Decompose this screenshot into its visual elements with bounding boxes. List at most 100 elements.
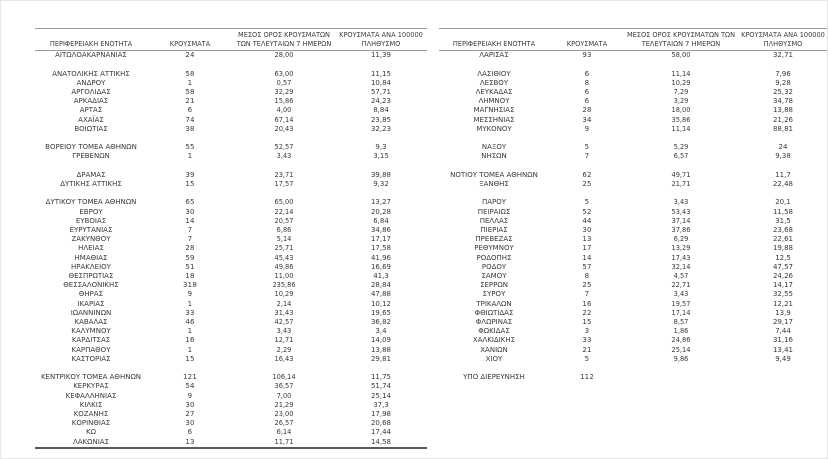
- region-name: ΑΡΓΟΛΙΔΑΣ: [71, 87, 111, 96]
- per-100k-value: 16,69: [370, 262, 392, 271]
- spacer-row: [35, 189, 427, 198]
- table-row: ΚΙΛΚΙΣ 30 21,29 37,3: [35, 401, 427, 410]
- cases-value: 58: [185, 87, 195, 96]
- cases-value: 18: [185, 271, 195, 280]
- avg-7day-value: [233, 134, 335, 143]
- cases-value: 7: [584, 290, 590, 299]
- table-row: ΗΡΑΚΛΕΙΟΥ 51 49,86 16,69: [35, 263, 427, 272]
- region-name: ΕΒΡΟΥ: [79, 207, 103, 216]
- avg-7day-value: 10,29: [274, 290, 294, 299]
- avg-7day-value: 22,71: [671, 281, 691, 290]
- avg-7day-value: 7,29: [673, 87, 689, 96]
- region-name: [439, 162, 549, 171]
- table-row: ΙΚΑΡΙΑΣ 1 2,14 10,12: [35, 300, 427, 309]
- region-name: ΛΑΡΙΣΑΣ: [479, 51, 509, 60]
- per-100k-value: [737, 364, 827, 373]
- avg-7day-value: 0,57: [276, 78, 292, 87]
- per-100k-value: [737, 373, 827, 382]
- table-row: ΚΕΡΚΥΡΑΣ 54 36,57 51,74: [35, 382, 427, 391]
- table-row: ΛΗΜΝΟΥ 6 3,29 34,78: [439, 97, 827, 106]
- per-100k-value: 12,21: [772, 299, 794, 308]
- cases-value: [549, 364, 625, 373]
- region-name: ΚΕΝΤΡΙΚΟΥ ΤΟΜΕΑ ΑΘΗΝΩΝ: [40, 373, 142, 382]
- region-name: ΧΑΛΚΙΔΙΚΗΣ: [472, 336, 516, 345]
- table-row: ΡΟΔΟΠΗΣ 14 17,43 12,5: [439, 253, 827, 263]
- cases-value: 7: [187, 225, 193, 234]
- cases-value: 1: [187, 299, 193, 308]
- region-name: ΚΟΖΑΝΗΣ: [73, 409, 109, 418]
- table-row: ΚΕΦΑΛΛΗΝΙΑΣ 9 7,00 25,14: [35, 392, 427, 401]
- per-100k-value: 24: [778, 143, 788, 152]
- region-name: ΛΑΣΙΘΙΟΥ: [477, 69, 511, 78]
- table-row: ΘΗΡΑΣ 9 10,29 47,88: [35, 290, 427, 299]
- per-100k-value: 3,4: [375, 327, 387, 336]
- region-name: [439, 134, 549, 143]
- table-row: ΚΑΡΔΙΤΣΑΣ 16 12,71 14,09: [35, 336, 427, 345]
- table-row: ΕΥΡΥΤΑΝΙΑΣ 7 6,86 34,86: [35, 226, 427, 235]
- table-row: ΠΙΕΡΙΑΣ 30 37,86 23,68: [439, 226, 827, 235]
- table-row: ΝΗΣΩΝ 7 6,57 9,38: [439, 152, 827, 161]
- avg-7day-value: 6,57: [673, 152, 689, 161]
- cases-value: 39: [185, 170, 195, 179]
- cases-value: 1: [187, 152, 193, 161]
- table-row: ΣΑΜΟΥ 8 4,57 24,26: [439, 271, 827, 281]
- cases-value: 5: [584, 198, 590, 207]
- table-row: ΚΑΣΤΟΡΙΑΣ 15 16,43 29,81: [35, 355, 427, 364]
- per-100k-value: 13,88: [772, 106, 794, 115]
- cases-value: 15: [582, 317, 592, 326]
- avg-7day-value: 4,57: [673, 271, 689, 280]
- per-100k-value: 25,14: [370, 391, 392, 400]
- table-row: ΚΟΡΙΝΘΙΑΣ 30 26,57 20,68: [35, 419, 427, 428]
- avg-7day-value: 16,43: [274, 354, 294, 363]
- cases-value: 22: [582, 308, 592, 317]
- avg-7day-value: 58,00: [671, 51, 691, 60]
- cases-value: [549, 134, 625, 143]
- avg-7day-value: 3,43: [673, 290, 689, 299]
- per-100k-value: 13,9: [775, 308, 791, 317]
- region-name: ΚΑΡΔΙΤΣΑΣ: [71, 336, 111, 345]
- avg-7day-value: 17,57: [274, 179, 294, 188]
- region-name: ΗΛΕΙΑΣ: [78, 244, 104, 253]
- per-100k-value: 32,23: [370, 124, 392, 133]
- regional-table-left: ΠΕΡΙΦΕΡΕΙΑΚΗ ΕΝΟΤΗΤΑ ΚΡΟΥΣΜΑΤΑ ΜΕΣΟΣ ΟΡΟ…: [35, 27, 427, 449]
- per-100k-value: 57,71: [370, 87, 392, 96]
- per-100k-value: 17,17: [370, 235, 392, 244]
- avg-7day-value: 11,14: [671, 69, 691, 78]
- region-name: ΒΟΙΩΤΙΑΣ: [74, 124, 108, 133]
- per-100k-value: 32,71: [772, 51, 794, 60]
- cases-value: 51: [185, 262, 195, 271]
- spacer-row: [35, 162, 427, 171]
- table-row: ΒΟΡΕΙΟΥ ΤΟΜΕΑ ΑΘΗΝΩΝ 55 52,57 9,3: [35, 143, 427, 152]
- avg-7day-value: 26,57: [274, 419, 294, 428]
- table-row: ΠΡΕΒΕΖΑΣ 13 6,29 22,61: [439, 235, 827, 244]
- region-name: ΣΑΜΟΥ: [481, 271, 507, 280]
- avg-7day-value: 32,14: [671, 262, 691, 271]
- per-100k-value: 11,15: [370, 69, 392, 78]
- region-name: ΗΜΑΘΙΑΣ: [74, 253, 108, 262]
- avg-7day-value: 13,29: [671, 244, 691, 253]
- cases-value: 1: [187, 327, 193, 336]
- region-name: ΚΑΣΤΟΡΙΑΣ: [71, 354, 111, 363]
- region-name: [439, 364, 549, 373]
- region-name: ΠΡΕΒΕΖΑΣ: [475, 235, 513, 244]
- per-100k-value: 12,5: [775, 253, 791, 262]
- region-name: [35, 60, 147, 69]
- table-row: ΦΛΩΡΙΝΑΣ 15 8,57 29,17: [439, 317, 827, 327]
- per-100k-value: 24,26: [772, 271, 794, 280]
- avg-7day-value: [233, 364, 335, 373]
- per-100k-value: 34,78: [772, 97, 794, 106]
- table-row: ΚΕΝΤΡΙΚΟΥ ΤΟΜΕΑ ΑΘΗΝΩΝ 121 106,14 11,75: [35, 373, 427, 382]
- table-row: ΣΕΡΡΩΝ 25 22,71 14,17: [439, 281, 827, 290]
- per-100k-value: 17,44: [370, 428, 392, 437]
- cases-value: 5: [584, 354, 590, 363]
- avg-7day-value: 6,86: [276, 225, 292, 234]
- spacer-row: [35, 364, 427, 373]
- table-row: ΒΟΙΩΤΙΑΣ 38 20,43 32,23: [35, 125, 427, 134]
- per-100k-value: 34,86: [370, 225, 392, 234]
- cases-value: 5: [584, 143, 590, 152]
- region-name: ΑΝΔΡΟΥ: [76, 78, 106, 87]
- per-100k-value: 17,98: [370, 409, 392, 418]
- table-row: ΜΑΓΝΗΣΙΑΣ 28 18,00 13,88: [439, 106, 827, 115]
- table-row: ΑΡΤΑΣ 6 4,00 8,84: [35, 106, 427, 115]
- table-row: ΑΧΑΪΑΣ 74 67,14 23,85: [35, 116, 427, 125]
